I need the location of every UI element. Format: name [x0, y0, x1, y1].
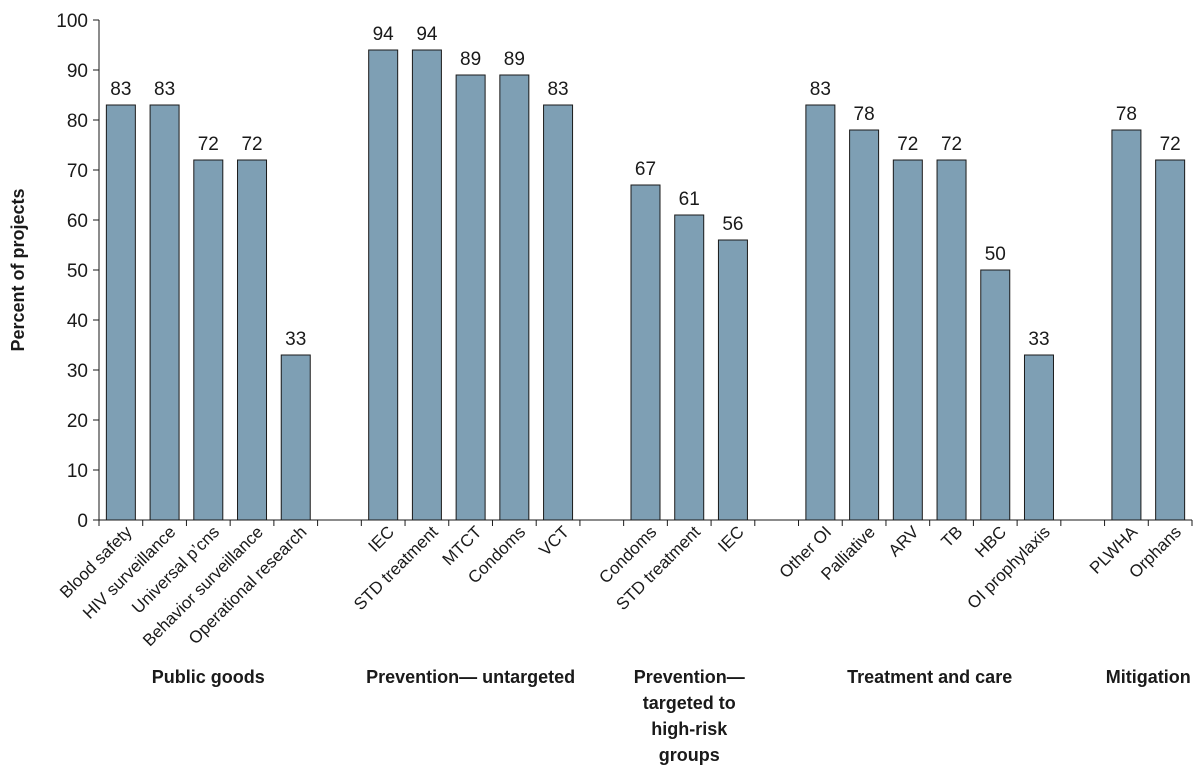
- bar: [193, 159, 224, 521]
- group-label: Public goods: [152, 667, 265, 687]
- y-tick-label: 50: [67, 261, 88, 282]
- bar: [368, 49, 399, 521]
- data-label: 94: [373, 24, 395, 45]
- group-label: Prevention— untargeted: [366, 667, 575, 687]
- bar: [980, 269, 1011, 521]
- y-tick-label: 30: [67, 361, 88, 382]
- data-label: 72: [241, 134, 262, 155]
- data-label: 61: [679, 189, 700, 210]
- group-label: Treatment and care: [847, 667, 1012, 687]
- bar: [543, 104, 574, 521]
- data-label: 83: [547, 79, 568, 100]
- y-tick-label: 10: [67, 461, 88, 482]
- bar: [674, 214, 705, 521]
- y-tick-label: 90: [67, 61, 88, 82]
- group-labels: Public goods Prevention— untargeted Preven…: [152, 667, 1191, 765]
- group-label-line: targeted to: [643, 693, 736, 713]
- group-label-line: Public goods: [152, 667, 265, 687]
- group-label-line: groups: [659, 745, 720, 765]
- y-tick-label: 100: [56, 11, 88, 32]
- bar: [1023, 354, 1054, 521]
- bar: [630, 184, 661, 521]
- category-label: VCT: [535, 522, 572, 559]
- category-label: TB: [938, 522, 967, 551]
- category-label: ARV: [885, 522, 923, 560]
- bar: [717, 239, 748, 521]
- data-label: 33: [1028, 329, 1049, 350]
- group-label-line: Treatment and care: [847, 667, 1012, 687]
- bar: [892, 159, 923, 521]
- data-label: 89: [504, 49, 525, 70]
- bar: [1111, 129, 1142, 521]
- data-label: 83: [110, 79, 131, 100]
- group-label-line: Prevention—: [634, 667, 745, 687]
- bar: [1155, 159, 1186, 521]
- y-tick-label: 40: [67, 311, 88, 332]
- bar: [411, 49, 442, 521]
- group-label: Mitigation: [1106, 667, 1191, 687]
- bars: 83 83 72 72 33 94 94 89 89 83 67 61 56 83 78 72 72 50 33 78…: [105, 24, 1186, 521]
- data-label: 89: [460, 49, 481, 70]
- data-label: 33: [285, 329, 306, 350]
- category-label: IEC: [365, 522, 398, 555]
- y-tick-label: 80: [67, 111, 88, 132]
- data-label: 50: [985, 244, 1006, 265]
- bar: [280, 354, 311, 521]
- group-label-line: Mitigation: [1106, 667, 1191, 687]
- data-label: 72: [941, 134, 962, 155]
- y-axis-title: Percent of projects: [8, 188, 28, 351]
- bar: [455, 74, 486, 521]
- y-tick-label: 0: [77, 511, 88, 532]
- bar: [849, 129, 880, 521]
- bar: [805, 104, 836, 521]
- y-tick-label: 70: [67, 161, 88, 182]
- category-label: IEC: [714, 522, 747, 555]
- data-label: 94: [416, 24, 438, 45]
- y-axis: 0 10 20 30 40 50 60 70 80 90 100: [56, 11, 100, 532]
- bar: [149, 104, 180, 521]
- group-label: Prevention— targeted to high-risk groups: [634, 667, 745, 765]
- y-tick-label: 20: [67, 411, 88, 432]
- bar: [105, 104, 136, 521]
- bar: [936, 159, 967, 521]
- data-label: 78: [1116, 104, 1137, 125]
- data-label: 72: [198, 134, 219, 155]
- data-label: 78: [854, 104, 875, 125]
- data-label: 72: [1160, 134, 1181, 155]
- data-label: 83: [810, 79, 831, 100]
- group-label-line: Prevention— untargeted: [366, 667, 575, 687]
- bar: [499, 74, 530, 521]
- data-label: 72: [897, 134, 918, 155]
- data-label: 83: [154, 79, 175, 100]
- data-label: 56: [722, 214, 743, 235]
- y-tick-label: 60: [67, 211, 88, 232]
- group-label-line: high-risk: [651, 719, 728, 739]
- bar: [237, 159, 268, 521]
- data-label: 67: [635, 159, 656, 180]
- category-label: HBC: [971, 522, 1010, 561]
